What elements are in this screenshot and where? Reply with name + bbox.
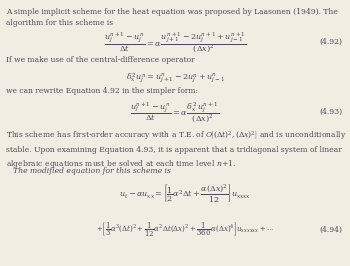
- Text: $\dfrac{u_j^{n+1}-u_j^{\,n}}{\Delta t} = \alpha\,\dfrac{\delta_x^2\,u_j^{n+1}}{(: $\dfrac{u_j^{n+1}-u_j^{\,n}}{\Delta t} =…: [131, 100, 219, 124]
- Text: The modified equation for this scheme is: The modified equation for this scheme is: [6, 167, 171, 175]
- Text: (4.93): (4.93): [319, 108, 342, 116]
- Text: $u_t - \alpha u_{xx} = \left[\dfrac{1}{2}\alpha^2\Delta t + \dfrac{\alpha(\Delta: $u_t - \alpha u_{xx} = \left[\dfrac{1}{2…: [119, 182, 251, 204]
- Text: $\dfrac{u_j^{n+1}-u_j^{\,n}}{\Delta t} = \alpha\,\dfrac{u_{j+1}^{n+1}-2u_j^{n+1}: $\dfrac{u_j^{n+1}-u_j^{\,n}}{\Delta t} =…: [104, 30, 246, 54]
- Text: (4.92): (4.92): [319, 38, 342, 46]
- Text: This scheme has first-order accuracy with a T.E. of $O\!\left[(\Delta t)^2,(\Del: This scheme has first-order accuracy wit…: [6, 130, 346, 170]
- Text: A simple implicit scheme for the heat equation was proposed by Laasonen (1949). : A simple implicit scheme for the heat eq…: [6, 8, 338, 27]
- Text: (4.94): (4.94): [319, 226, 342, 234]
- Text: $+\left[\dfrac{1}{3}\alpha^3(\Delta t)^2+\dfrac{1}{12}\alpha^2\Delta t(\Delta x): $+\left[\dfrac{1}{3}\alpha^3(\Delta t)^2…: [96, 221, 274, 239]
- Text: $\delta_x^2 u_j^{\,n} = u_{j+1}^n - 2u_j^n + u_{j-1}^n$: $\delta_x^2 u_j^{\,n} = u_{j+1}^n - 2u_j…: [126, 71, 224, 85]
- Text: we can rewrite Equation 4.92 in the simpler form:: we can rewrite Equation 4.92 in the simp…: [6, 87, 198, 95]
- Text: If we make use of the central-difference operator: If we make use of the central-difference…: [6, 56, 195, 64]
